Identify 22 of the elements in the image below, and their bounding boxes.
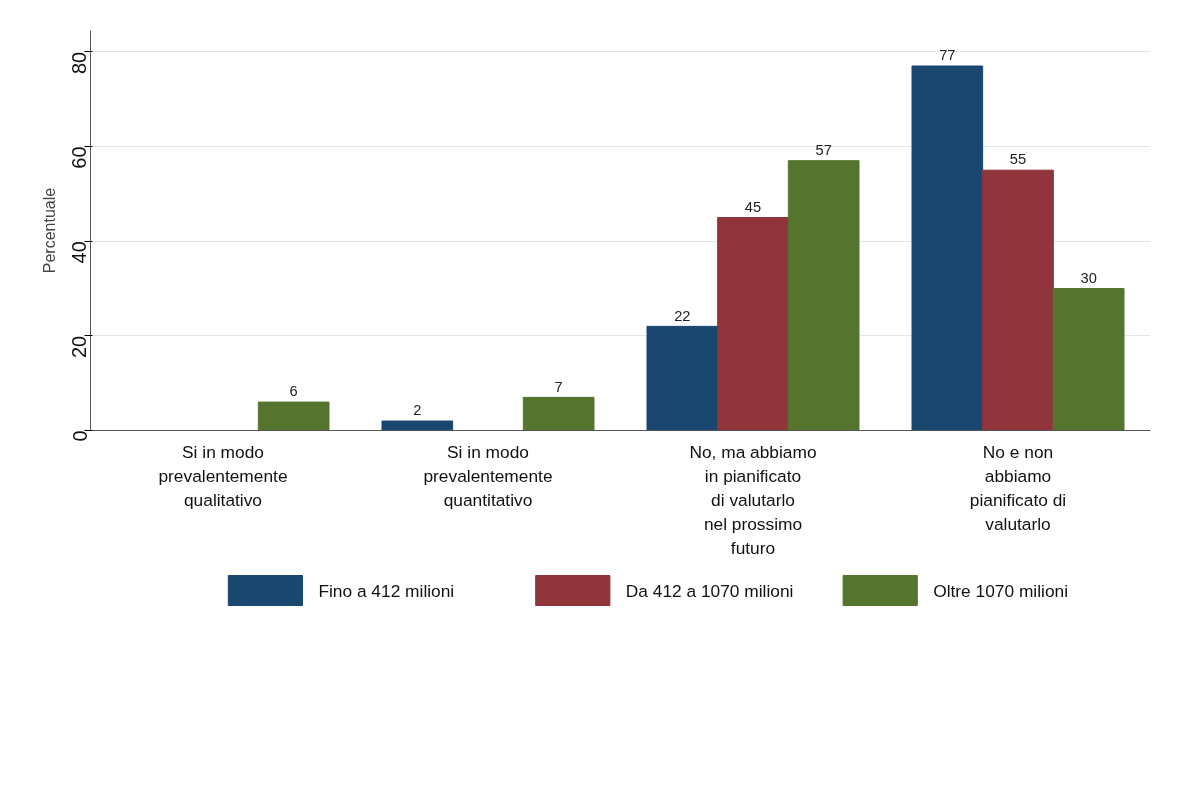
x-tick-label: No, ma abbiamo in pianificato di valutarlo nel prossimo futuro [689,441,817,558]
x-tick-label: Si in modo prevalentemente quantitativo [423,441,553,510]
x-tick-label: No e non abbiamo pianificato di valutarlo [969,441,1067,534]
data-label: 30 [1080,269,1097,286]
y-tick-label: 20 [68,335,91,359]
legend-label: Da 412 a 1070 milioni [625,580,794,601]
data-label: 57 [815,142,832,158]
y-tick-label: 80 [68,51,91,75]
y-tick-label: 0 [68,430,91,442]
data-label: 45 [744,198,762,215]
y-tick-label: 40 [68,241,91,264]
data-label: 7 [554,378,563,395]
legend-label: Oltre 1070 milioni [933,580,1069,601]
x-tick-label: Si in modo prevalentemente qualitativo [158,441,288,510]
y-tick-label: 60 [68,146,91,169]
data-label: 2 [413,402,422,419]
data-label: 55 [1009,151,1027,168]
y-axis-title: Percentuale [40,187,58,274]
data-label: 22 [674,307,691,324]
data-label: 77 [939,47,956,64]
legend-label: Fino a 412 milioni [318,580,455,601]
data-label: 6 [289,383,298,400]
